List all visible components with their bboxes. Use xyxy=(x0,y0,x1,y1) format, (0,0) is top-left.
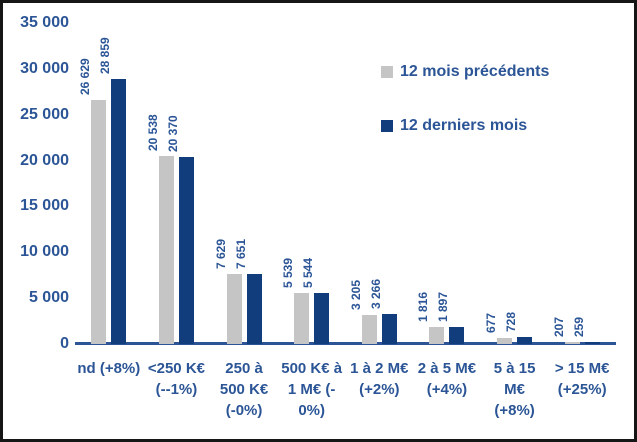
bar-value-label: 207 xyxy=(551,316,566,337)
y-axis-tick-label: 20 000 xyxy=(20,151,69,169)
x-axis-category-label: 1 à 2 M€ (+2%) xyxy=(350,360,409,398)
x-axis-category-label: <250 K€ (--1%) xyxy=(147,360,205,398)
bar-value-label: 26 629 xyxy=(78,58,93,95)
legend-item-last: 12 derniers mois xyxy=(381,117,528,134)
bar-value-label: 5 544 xyxy=(301,257,316,288)
legend-swatch-gray xyxy=(381,66,393,78)
bar-previous xyxy=(429,327,445,344)
bar-previous xyxy=(226,274,242,344)
bar-value-label: 20 370 xyxy=(165,115,180,152)
bar-value-label: 3 266 xyxy=(368,278,383,309)
bar-last xyxy=(314,293,330,344)
bar-value-label: 677 xyxy=(484,312,499,333)
y-axis-tick-label: 15 000 xyxy=(20,197,69,215)
y-axis-tick-label: 25 000 xyxy=(20,105,69,123)
bar-value-label: 728 xyxy=(504,311,519,332)
bar-chart: 12 mois précédents 12 derniers mois 35 0… xyxy=(3,3,634,439)
bar-previous xyxy=(158,156,174,344)
bar-last xyxy=(246,274,262,344)
legend-label-previous: 12 mois précédents xyxy=(400,63,550,80)
bar-last xyxy=(111,79,127,344)
bar-previous xyxy=(497,338,513,344)
bar-previous xyxy=(91,100,107,344)
bar-previous xyxy=(564,342,580,344)
bar-value-label: 7 651 xyxy=(233,238,248,269)
y-axis-tick-label: 0 xyxy=(60,335,69,352)
bar-value-label: 28 859 xyxy=(98,37,113,74)
bar-value-label: 3 205 xyxy=(348,279,363,310)
x-axis-category-label: 2 à 5 M€ (+4%) xyxy=(417,360,477,398)
y-axis-tick-label: 30 000 xyxy=(20,59,69,77)
bar-value-label: 7 629 xyxy=(213,238,228,269)
bar-previous xyxy=(294,293,310,344)
legend-swatch-blue xyxy=(381,120,393,132)
bar-value-label: 1 816 xyxy=(416,291,431,322)
bar-value-label: 5 539 xyxy=(281,257,296,288)
x-axis-line xyxy=(75,342,616,345)
legend-label-last: 12 derniers mois xyxy=(400,117,528,134)
bar-last xyxy=(517,337,533,344)
y-axis-tick-label: 10 000 xyxy=(20,243,69,261)
bar-last xyxy=(449,327,465,344)
bar-last xyxy=(381,314,397,344)
x-axis-category-label: 250 à 500 K€ (-0%) xyxy=(219,360,269,419)
bar-last xyxy=(584,342,600,344)
y-axis-tick-label: 35 000 xyxy=(20,14,69,31)
x-axis-category-label: > 15 M€ (+25%) xyxy=(554,360,610,398)
bar-value-label: 259 xyxy=(571,316,586,337)
x-axis-category-label: nd (+8%) xyxy=(77,360,141,377)
x-axis-category-label: 500 K€ à 1 M€ (- 0%) xyxy=(281,360,343,419)
bar-value-label: 1 897 xyxy=(436,291,451,322)
bar-value-label: 20 538 xyxy=(145,114,160,151)
bar-last xyxy=(178,157,194,344)
legend-item-previous: 12 mois précédents xyxy=(381,63,550,80)
y-axis-tick-label: 5 000 xyxy=(28,289,69,307)
bar-previous xyxy=(361,315,377,344)
x-axis-category-label: 5 à 15 M€ (+8%) xyxy=(493,360,536,419)
